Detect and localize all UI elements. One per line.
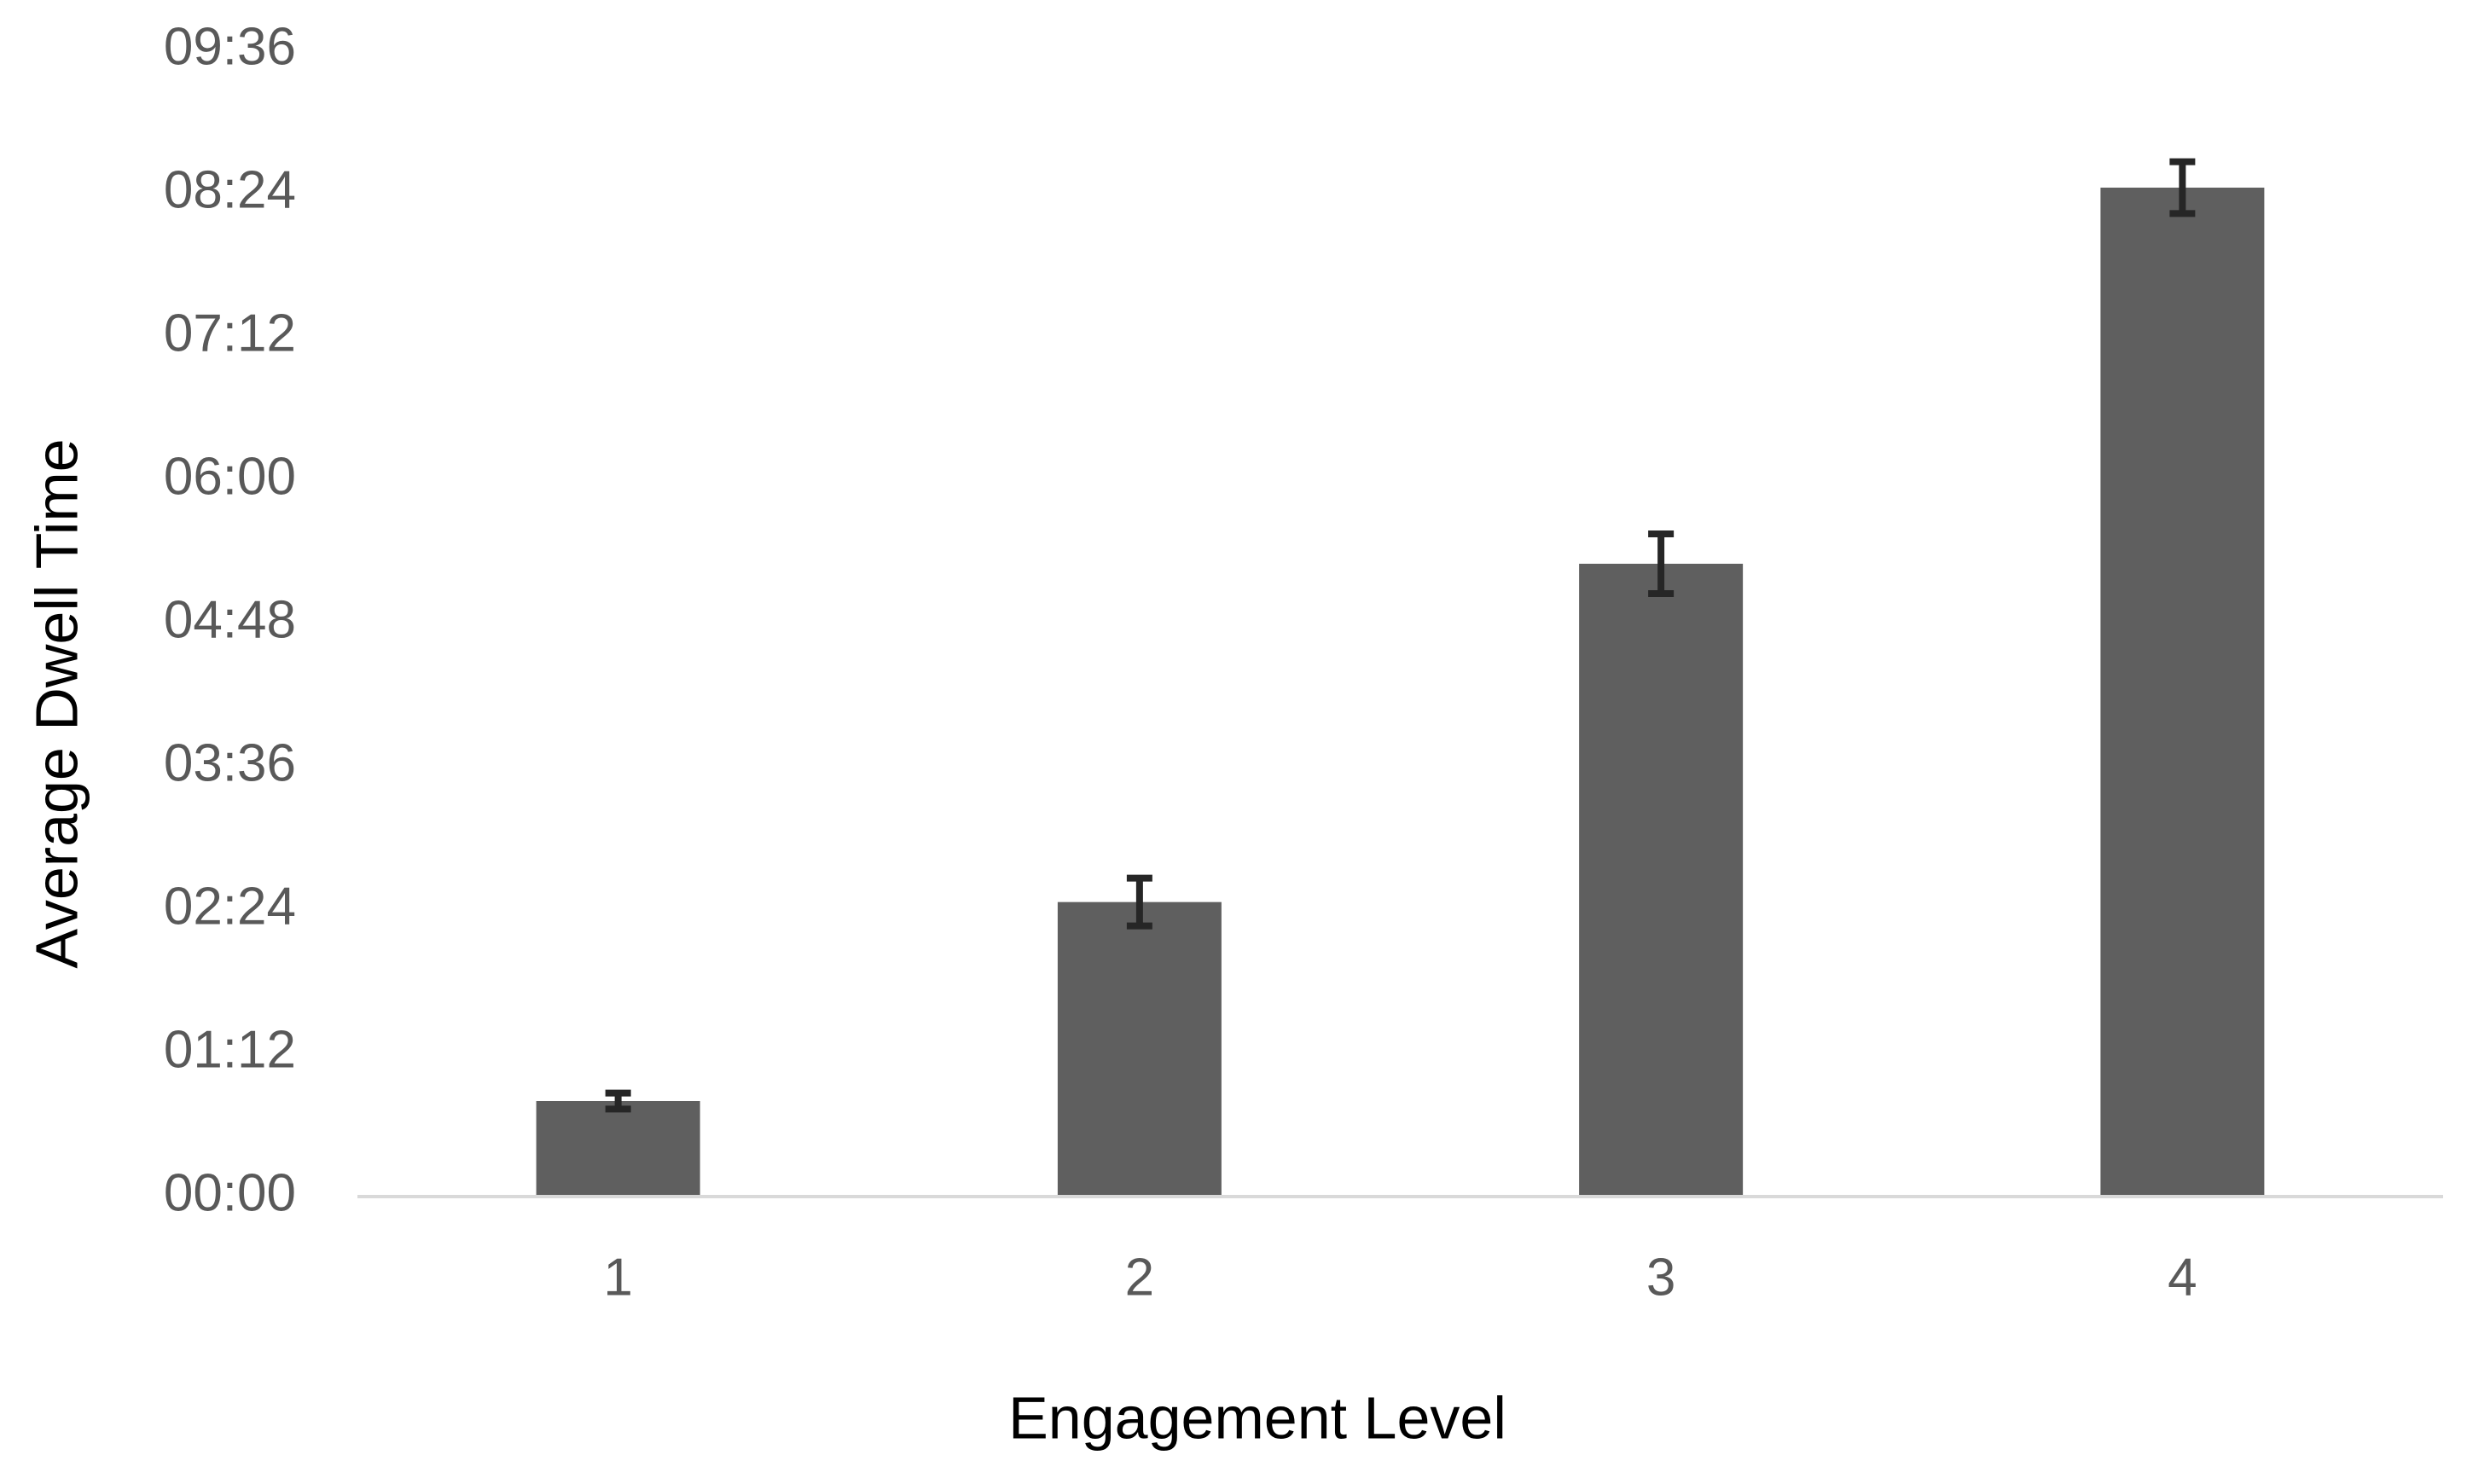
x-tick-label: 4: [2168, 1248, 2197, 1307]
y-tick-label: 08:24: [164, 160, 296, 219]
bar: [2100, 188, 2265, 1197]
x-tick-label: 1: [603, 1248, 632, 1307]
x-axis-title: Engagement Level: [1008, 1384, 1506, 1451]
y-tick-label: 06:00: [164, 447, 296, 506]
y-tick-label: 09:36: [164, 17, 296, 76]
error-bar: [1648, 530, 1675, 597]
bar: [1579, 564, 1744, 1197]
bar: [1057, 901, 1222, 1197]
y-tick-label: 01:12: [164, 1020, 296, 1079]
y-tick-label: 02:24: [164, 877, 296, 936]
y-tick-label: 07:12: [164, 304, 296, 362]
y-tick-label: 03:36: [164, 733, 296, 792]
error-bar: [605, 1089, 631, 1113]
error-bar: [1126, 874, 1152, 930]
y-tick-label: 04:48: [164, 590, 296, 649]
x-tick-label: 2: [1125, 1248, 1154, 1307]
y-tick-label: 00:00: [164, 1163, 296, 1222]
x-tick-label: 3: [1646, 1248, 1675, 1307]
bar: [536, 1101, 700, 1197]
error-bar: [2169, 158, 2196, 217]
y-axis-title: Average Dwell Time: [23, 438, 90, 968]
